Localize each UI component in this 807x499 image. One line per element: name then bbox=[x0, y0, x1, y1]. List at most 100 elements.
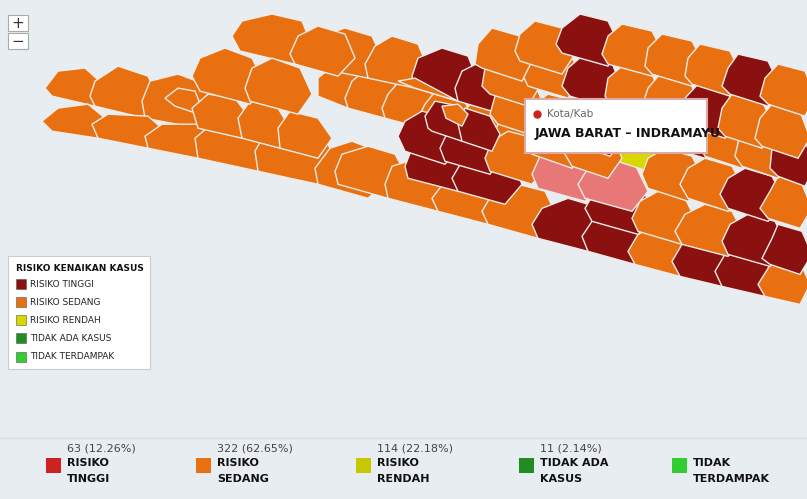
Polygon shape bbox=[680, 158, 745, 211]
Text: Kota/Kab: Kota/Kab bbox=[547, 109, 593, 119]
Polygon shape bbox=[528, 121, 582, 168]
Polygon shape bbox=[405, 138, 478, 191]
Text: TIDAK ADA: TIDAK ADA bbox=[540, 458, 608, 468]
Polygon shape bbox=[698, 114, 758, 168]
Polygon shape bbox=[195, 114, 278, 171]
Polygon shape bbox=[485, 131, 548, 184]
Text: 322 (62.65%): 322 (62.65%) bbox=[217, 444, 293, 454]
Polygon shape bbox=[758, 254, 807, 304]
Polygon shape bbox=[425, 101, 470, 141]
Text: +: + bbox=[11, 15, 24, 30]
Bar bbox=[16, 351, 26, 361]
Polygon shape bbox=[145, 124, 215, 158]
Polygon shape bbox=[525, 114, 588, 168]
Bar bbox=[8, 15, 28, 31]
Polygon shape bbox=[556, 14, 620, 66]
Polygon shape bbox=[192, 94, 250, 138]
Polygon shape bbox=[680, 84, 738, 138]
Bar bbox=[16, 279, 26, 289]
Bar bbox=[8, 33, 28, 49]
Bar bbox=[8, 256, 150, 369]
Polygon shape bbox=[532, 146, 605, 201]
Polygon shape bbox=[245, 58, 312, 114]
Polygon shape bbox=[382, 78, 438, 128]
Polygon shape bbox=[515, 21, 575, 74]
Bar bbox=[16, 297, 26, 307]
Polygon shape bbox=[440, 121, 505, 174]
Bar bbox=[672, 458, 687, 473]
Polygon shape bbox=[482, 184, 558, 239]
Polygon shape bbox=[722, 54, 780, 106]
Polygon shape bbox=[632, 191, 698, 245]
Polygon shape bbox=[685, 44, 742, 96]
Polygon shape bbox=[722, 214, 788, 266]
Polygon shape bbox=[442, 104, 468, 126]
Text: RISIKO: RISIKO bbox=[377, 458, 419, 468]
Polygon shape bbox=[455, 98, 510, 148]
Polygon shape bbox=[565, 124, 622, 178]
Polygon shape bbox=[735, 124, 795, 178]
Polygon shape bbox=[452, 151, 522, 204]
Text: 11 (2.14%): 11 (2.14%) bbox=[540, 444, 602, 454]
Polygon shape bbox=[618, 94, 678, 148]
Polygon shape bbox=[568, 104, 625, 156]
Polygon shape bbox=[418, 88, 472, 138]
Polygon shape bbox=[715, 245, 782, 296]
Polygon shape bbox=[398, 111, 462, 164]
Polygon shape bbox=[718, 94, 775, 148]
Polygon shape bbox=[490, 84, 548, 136]
Bar bbox=[16, 315, 26, 325]
Polygon shape bbox=[482, 54, 540, 106]
Polygon shape bbox=[642, 148, 705, 201]
Polygon shape bbox=[528, 94, 585, 146]
Polygon shape bbox=[770, 134, 807, 186]
Text: SEDANG: SEDANG bbox=[217, 474, 269, 484]
Polygon shape bbox=[385, 158, 458, 211]
Polygon shape bbox=[645, 34, 705, 86]
Text: 63 (12.26%): 63 (12.26%) bbox=[67, 444, 136, 454]
Text: 114 (22.18%): 114 (22.18%) bbox=[377, 444, 453, 454]
FancyBboxPatch shape bbox=[525, 99, 707, 153]
Polygon shape bbox=[45, 68, 105, 106]
Polygon shape bbox=[398, 78, 458, 101]
Polygon shape bbox=[492, 108, 548, 158]
Polygon shape bbox=[312, 28, 382, 78]
Polygon shape bbox=[335, 146, 408, 198]
Text: JAWA BARAT – INDRAMAYU: JAWA BARAT – INDRAMAYU bbox=[535, 127, 721, 140]
Polygon shape bbox=[672, 235, 740, 286]
Text: RISIKO KENAIKAN KASUS: RISIKO KENAIKAN KASUS bbox=[16, 264, 144, 273]
Bar bbox=[196, 458, 211, 473]
Polygon shape bbox=[582, 211, 655, 264]
Polygon shape bbox=[602, 116, 665, 171]
Polygon shape bbox=[165, 88, 205, 116]
Polygon shape bbox=[642, 74, 700, 128]
Bar bbox=[519, 458, 534, 473]
Polygon shape bbox=[455, 61, 520, 114]
Text: TIDAK ADA KASUS: TIDAK ADA KASUS bbox=[30, 334, 111, 343]
Polygon shape bbox=[762, 225, 807, 274]
Polygon shape bbox=[562, 56, 622, 108]
Polygon shape bbox=[522, 46, 582, 98]
Polygon shape bbox=[318, 64, 365, 108]
Polygon shape bbox=[675, 204, 745, 256]
Polygon shape bbox=[760, 64, 807, 116]
Text: RISIKO RENDAH: RISIKO RENDAH bbox=[30, 316, 101, 325]
Text: −: − bbox=[11, 33, 24, 48]
Polygon shape bbox=[578, 158, 648, 211]
Text: RISIKO TINGGI: RISIKO TINGGI bbox=[30, 280, 94, 289]
Polygon shape bbox=[278, 111, 332, 158]
Polygon shape bbox=[760, 176, 807, 229]
Polygon shape bbox=[92, 114, 162, 148]
Polygon shape bbox=[255, 124, 338, 184]
Bar bbox=[46, 458, 61, 473]
Polygon shape bbox=[602, 24, 665, 76]
Polygon shape bbox=[290, 26, 355, 76]
Polygon shape bbox=[142, 74, 215, 128]
Polygon shape bbox=[755, 104, 807, 158]
Bar bbox=[356, 458, 371, 473]
Text: TINGGI: TINGGI bbox=[67, 474, 111, 484]
Polygon shape bbox=[315, 141, 390, 198]
Polygon shape bbox=[192, 48, 265, 104]
Text: TIDAK: TIDAK bbox=[693, 458, 731, 468]
Polygon shape bbox=[628, 225, 698, 276]
